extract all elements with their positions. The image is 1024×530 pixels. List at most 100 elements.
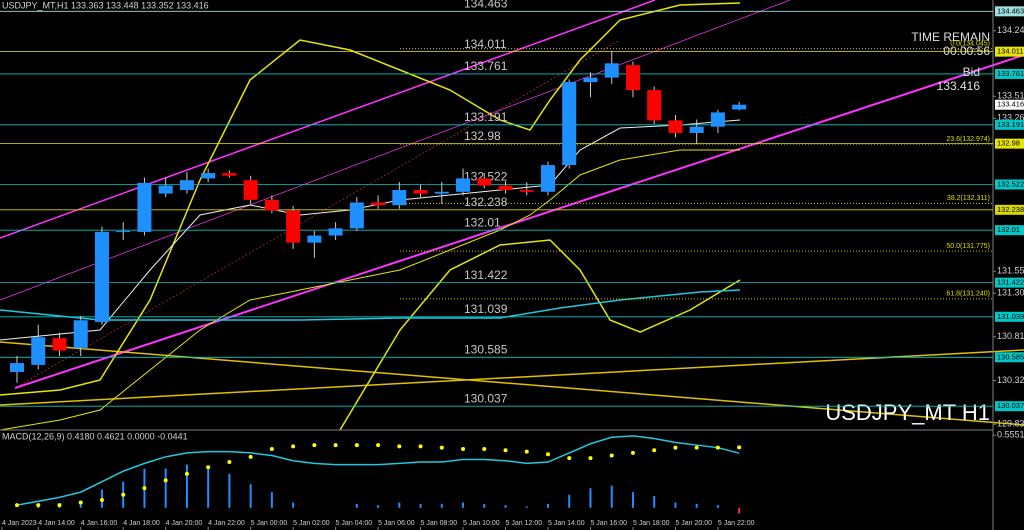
band-line bbox=[339, 239, 741, 431]
macd-signal-dot bbox=[376, 443, 381, 448]
x-tick-label: 4 Jan 18:00 bbox=[123, 520, 160, 527]
candle-body bbox=[10, 363, 24, 373]
x-tick-label: 5 Jan 18:00 bbox=[633, 520, 670, 527]
level-axis-label: 134.463 bbox=[997, 6, 1024, 15]
macd-signal-dot bbox=[57, 503, 62, 508]
x-tick-label: 5 Jan 10:00 bbox=[463, 520, 500, 527]
level-axis-label: 131.422 bbox=[997, 278, 1024, 287]
x-tick-label: 4 Jan 2023 bbox=[2, 520, 37, 527]
level-axis-box bbox=[995, 352, 1024, 363]
level-axis-box bbox=[995, 204, 1024, 215]
y-tick-label: 130.815 bbox=[997, 331, 1024, 341]
level-label: 130.037 bbox=[464, 391, 508, 405]
level-axis-box bbox=[995, 119, 1024, 130]
macd-signal-dot bbox=[439, 445, 444, 450]
bid-axis-label: 133.416 bbox=[997, 100, 1024, 109]
trend-line bbox=[0, 341, 1024, 426]
macd-signal-dot bbox=[609, 453, 614, 458]
y-tick-label: 129.835 bbox=[997, 419, 1024, 429]
bid-axis-box bbox=[995, 99, 1024, 110]
bid-label: Bid bbox=[963, 65, 980, 79]
level-axis-label: 130.037 bbox=[997, 401, 1024, 410]
level-axis-box bbox=[995, 68, 1024, 79]
candle-body bbox=[392, 190, 407, 206]
candle-body bbox=[668, 120, 683, 133]
x-tick-label: 5 Jan 14:00 bbox=[548, 520, 585, 527]
candle-body bbox=[158, 185, 173, 194]
candle-body bbox=[307, 235, 322, 243]
macd-signal-dot bbox=[630, 450, 635, 455]
macd-signal-dot bbox=[694, 445, 699, 450]
level-axis-box bbox=[995, 138, 1024, 149]
fib-label: 50.0(131.775) bbox=[946, 243, 990, 250]
fib-label: 0.0(134.045) bbox=[950, 40, 990, 47]
level-axis-box bbox=[995, 225, 1024, 236]
x-tick-label: 5 Jan 00:00 bbox=[251, 520, 288, 527]
macd-signal-dot bbox=[291, 444, 296, 449]
level-axis-label: 132.98 bbox=[997, 139, 1020, 148]
macd-signal-dot bbox=[524, 449, 529, 454]
candle-body bbox=[647, 90, 662, 121]
candle-body bbox=[52, 338, 67, 351]
candle-body bbox=[179, 180, 194, 191]
macd-signal-dot bbox=[333, 443, 338, 448]
candle-body bbox=[413, 190, 428, 194]
macd-signal-dot bbox=[673, 445, 678, 450]
candle-body bbox=[222, 173, 237, 176]
candle-body bbox=[710, 112, 725, 127]
x-tick-label: 5 Jan 04:00 bbox=[336, 520, 373, 527]
macd-signal-dot bbox=[184, 471, 189, 476]
macd-signal-dot bbox=[78, 500, 83, 505]
x-tick-label: 4 Jan 14:00 bbox=[38, 520, 75, 527]
candle-body bbox=[562, 82, 577, 166]
macd-line bbox=[16, 435, 740, 506]
x-tick-label: 5 Jan 12:00 bbox=[506, 520, 543, 527]
x-tick-label: 5 Jan 20:00 bbox=[675, 520, 712, 527]
fib-label: 61.8(131.240) bbox=[946, 291, 990, 298]
candle-body bbox=[137, 182, 152, 232]
level-axis-box bbox=[995, 46, 1024, 57]
candle-body bbox=[541, 165, 555, 192]
x-tick-label: 5 Jan 08:00 bbox=[421, 520, 458, 527]
candle-body bbox=[264, 199, 279, 211]
x-tick-label: 4 Jan 22:00 bbox=[208, 520, 245, 527]
y-tick-label: 134.245 bbox=[997, 25, 1024, 35]
level-label: 132.01 bbox=[464, 215, 501, 229]
level-axis-label: 134.011 bbox=[997, 47, 1024, 56]
level-axis-box bbox=[995, 6, 1024, 17]
x-tick-label: 5 Jan 22:00 bbox=[718, 520, 755, 527]
candle-body bbox=[583, 77, 598, 83]
candle-body bbox=[732, 104, 747, 110]
macd-signal-dot bbox=[715, 445, 720, 450]
macd-signal-dot bbox=[163, 478, 168, 483]
level-label: 132.522 bbox=[464, 170, 508, 184]
level-axis-label: 133.191 bbox=[997, 120, 1024, 129]
time-remain-value: 00:00:56 bbox=[943, 44, 990, 58]
macd-signal-dot bbox=[269, 446, 274, 451]
macd-signal-dot bbox=[546, 452, 550, 457]
level-label: 132.98 bbox=[464, 129, 501, 143]
macd-signal-dot bbox=[397, 444, 402, 449]
macd-signal-dot bbox=[652, 448, 657, 453]
candle-body bbox=[94, 231, 109, 323]
band-line bbox=[0, 2, 741, 396]
trend-line bbox=[14, 54, 1024, 389]
macd-signal-dot bbox=[737, 445, 742, 450]
candle-body bbox=[243, 180, 258, 200]
band-line bbox=[0, 149, 740, 431]
level-label: 130.585 bbox=[464, 342, 508, 356]
candle-body bbox=[434, 191, 449, 194]
symbol-watermark: USDJPY_MT H1 bbox=[825, 400, 990, 425]
y-tick-label: 133.265 bbox=[997, 113, 1024, 123]
candle-body bbox=[498, 185, 513, 191]
candle-body bbox=[519, 190, 534, 192]
macd-title: MACD(12,26,9) 0.4180 0.4621 0.0000 -0.04… bbox=[2, 431, 188, 441]
candle-body bbox=[286, 210, 301, 243]
candle-body bbox=[371, 202, 386, 206]
level-axis-box bbox=[995, 311, 1024, 322]
macd-signal-dot bbox=[227, 460, 232, 465]
level-axis-label: 133.761 bbox=[997, 69, 1024, 78]
macd-signal-dot bbox=[206, 465, 211, 470]
x-tick-label: 5 Jan 06:00 bbox=[378, 520, 415, 527]
